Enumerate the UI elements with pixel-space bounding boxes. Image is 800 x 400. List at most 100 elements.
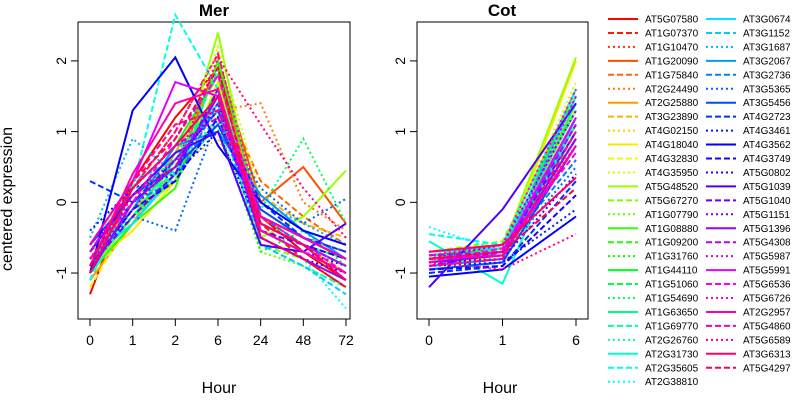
legend-label: AT5G5987 (743, 252, 791, 263)
legend-label: AT5G1040 (743, 196, 791, 207)
x-tick-label-mer: 6 (214, 332, 222, 348)
series-line-cot-40 (428, 102, 577, 288)
legend-label: AT1G51060 (645, 280, 699, 291)
legend-label: AT5G5991 (743, 266, 791, 277)
legend-label: AT1G08880 (645, 224, 699, 235)
legend-label: AT5G67270 (645, 196, 699, 207)
x-tick-label-mer: 2 (171, 332, 179, 348)
legend-label: AT1G44110 (645, 266, 698, 277)
legend-label: AT2G38810 (645, 377, 699, 388)
series-line-cot-49 (428, 145, 577, 260)
series-line-mer-51 (89, 55, 347, 260)
y-tick-label-cot: 2 (392, 57, 408, 65)
x-tick-label-cot: 0 (425, 332, 433, 348)
x-tick-label-cot: 6 (572, 332, 580, 348)
series-line-cot-47 (428, 152, 577, 264)
y-tick-label-mer: -1 (53, 267, 69, 280)
series-line-mer-53 (89, 65, 347, 289)
legend-label: AT5G6536 (743, 280, 791, 291)
y-axis-label: centered expression (0, 127, 16, 271)
series-line-mer-49 (89, 87, 347, 274)
series-line-mer-8 (89, 115, 347, 253)
legend-label: AT2G26760 (645, 335, 699, 346)
legend-label: AT3G23890 (645, 112, 699, 123)
legend-label: AT1G10470 (645, 42, 699, 53)
legend-label: AT1G09200 (645, 238, 699, 249)
panel-mer: Mer Hour centered expression 0 1 2 6 24 48 72 … (0, 1, 354, 397)
series-line-cot-27 (428, 109, 577, 254)
legend-label: AT1G07370 (645, 28, 699, 39)
x-tick-label-mer: 0 (86, 332, 94, 348)
legend-label: AT5G6726 (743, 294, 791, 305)
y-tick-label-mer: 0 (53, 198, 69, 206)
series-line-cot-52 (428, 176, 577, 253)
y-tick-label-cot: -1 (392, 267, 408, 280)
y-tick-label-cot: 1 (392, 128, 408, 136)
legend-label: AT4G3749 (743, 154, 791, 165)
legend-label: AT3G2067 (743, 56, 791, 67)
y-ticks-mer: -1 0 1 2 (53, 57, 78, 279)
legend-label: AT2G24490 (645, 84, 699, 95)
legend-label: AT4G32830 (645, 154, 699, 165)
legend-label: AT3G2736 (743, 70, 791, 81)
legend-label: AT3G0674 (743, 15, 791, 26)
legend-label: AT1G54690 (645, 294, 699, 305)
y-ticks-cot: -1 0 1 2 (392, 57, 417, 279)
series-line-mer-37 (89, 55, 347, 274)
legend-label: AT3G1687 (743, 42, 791, 53)
legend-label: AT1G69770 (645, 321, 699, 332)
plot-frame-mer (77, 21, 351, 320)
y-tick-label-mer: 2 (53, 57, 69, 65)
legend-label: AT2G31730 (645, 349, 699, 360)
series-lines-cot (428, 57, 577, 288)
legend-label: AT2G35605 (645, 363, 699, 374)
legend-label: AT5G4860 (743, 321, 791, 332)
legend-label: AT5G1151 (743, 210, 790, 221)
chart-title-mer: Mer (199, 1, 230, 20)
legend-label: AT4G3461 (743, 126, 791, 137)
y-tick-label-cot: 0 (392, 198, 408, 206)
legend-label: AT5G1396 (743, 224, 791, 235)
x-axis-label-cot: Hour (483, 380, 518, 397)
series-line-cot-42 (428, 109, 577, 260)
legend-label: AT1G31760 (645, 252, 699, 263)
x-ticks-mer: 0 1 2 6 24 48 72 (86, 319, 354, 348)
legend-label: AT5G4308 (743, 238, 791, 249)
legend-label: AT4G35950 (645, 168, 699, 179)
legend-label: AT3G1152 (743, 28, 790, 39)
legend-label: AT5G4297 (743, 363, 791, 374)
series-line-cot-38 (428, 194, 577, 271)
legend-label: AT2G25880 (645, 98, 699, 109)
legend-label: AT3G5456 (743, 98, 791, 109)
legend-label: AT1G63650 (645, 307, 699, 318)
series-line-cot-50 (428, 131, 577, 267)
legend-label: AT5G0802 (743, 168, 791, 179)
x-tick-label-mer: 72 (338, 332, 354, 348)
series-line-cot-37 (428, 215, 577, 278)
chart-title-cot: Cot (488, 1, 517, 20)
legend-label: AT5G07580 (645, 15, 699, 26)
y-tick-label-mer: 1 (53, 128, 69, 136)
series-line-cot-53 (428, 187, 577, 260)
legend-label: AT4G02150 (645, 126, 699, 137)
panel-cot: Cot Hour 0 1 6 -1 0 1 2 (392, 1, 589, 397)
legend-label: AT5G48520 (645, 182, 699, 193)
x-tick-label-mer: 1 (129, 332, 137, 348)
legend-label: AT2G2957 (743, 307, 791, 318)
legend-label: AT4G3562 (743, 140, 791, 151)
series-lines-mer (89, 12, 347, 310)
legend-label: AT3G6313 (743, 349, 791, 360)
legend: AT5G07580 AT1G07370 AT1G10470 AT1G20090 AT1G… (608, 15, 791, 388)
legend-label: AT1G20090 (645, 56, 699, 67)
x-ticks-cot: 0 1 6 (425, 319, 580, 348)
legend-label: AT4G2723 (743, 112, 791, 123)
legend-label: AT1G07790 (645, 210, 699, 221)
x-tick-label-cot: 1 (499, 332, 507, 348)
legend-label: AT3G5365 (743, 84, 791, 95)
series-line-cot-33 (428, 166, 577, 260)
x-tick-label-mer: 48 (296, 332, 312, 348)
legend-label: AT5G6589 (743, 335, 791, 346)
x-tick-label-mer: 24 (253, 332, 269, 348)
legend-label: AT5G1039 (743, 182, 791, 193)
